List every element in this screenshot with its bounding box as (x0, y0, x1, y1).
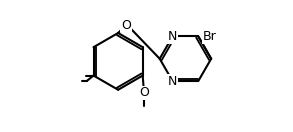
Text: O: O (139, 86, 149, 99)
Text: Br: Br (202, 30, 216, 43)
Text: O: O (139, 86, 149, 99)
Text: N: N (168, 75, 177, 88)
Text: O: O (121, 19, 131, 32)
Text: O: O (121, 19, 131, 32)
Text: N: N (168, 30, 177, 43)
Text: N: N (168, 30, 177, 43)
Text: N: N (168, 75, 177, 88)
Text: Br: Br (202, 30, 216, 43)
